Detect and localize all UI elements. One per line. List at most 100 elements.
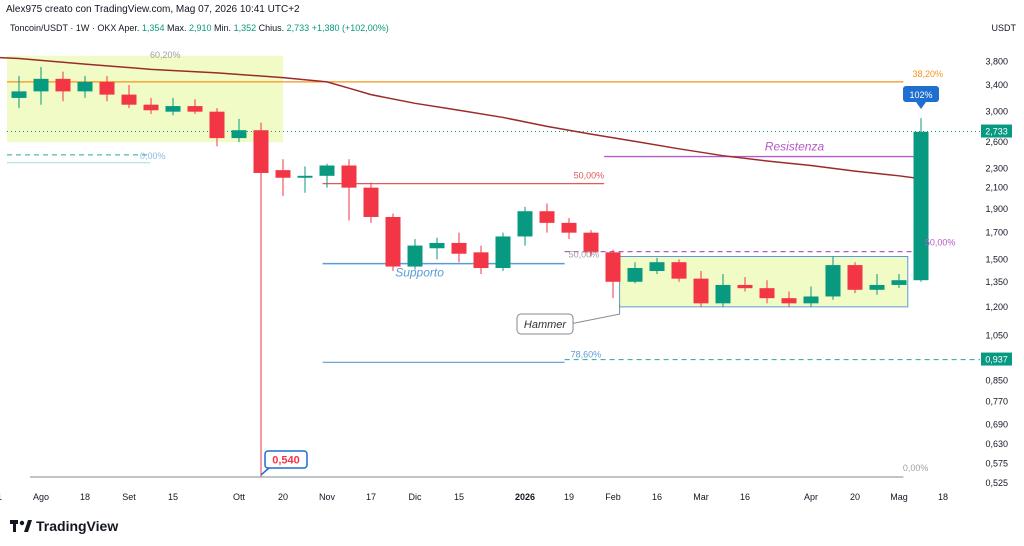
tradingview-logo-icon: [10, 520, 32, 532]
resistance-label: Resistenza: [765, 140, 825, 154]
candle-body: [341, 165, 357, 188]
candle-body: [451, 242, 467, 254]
ohlc-high-label: Max.: [166, 23, 187, 33]
highlight-zones: [7, 55, 909, 308]
candle-body: [429, 242, 445, 249]
ohlc-open-label: Aper.: [118, 23, 140, 33]
x-tick-label: Mar: [693, 492, 709, 502]
candle-1: [33, 67, 49, 105]
candles: [11, 67, 929, 477]
fib-50-label: 50,00%: [574, 171, 605, 181]
price-badge: [981, 124, 1012, 138]
y-tick-label: 0,525: [985, 478, 1008, 488]
candle-body: [891, 280, 907, 285]
candle-body: [737, 284, 753, 289]
fib-50-right-label: 50,00%: [925, 238, 956, 248]
ohlc-low: 1,352: [233, 23, 257, 33]
y-tick-label: 3,000: [985, 107, 1008, 117]
candle-7: [165, 97, 181, 116]
x-tick-label: 19: [564, 492, 574, 502]
candle-body: [495, 236, 511, 269]
candle-body: [187, 106, 203, 112]
candle-body: [715, 284, 731, 304]
candle-body: [803, 296, 819, 304]
x-tick-label: Mag: [890, 492, 908, 502]
candle-body: [671, 262, 687, 279]
candle-body: [693, 278, 709, 304]
candle-24: [539, 203, 555, 233]
candle-14: [319, 163, 335, 188]
candle-body: [385, 216, 401, 267]
pct-badge-box: [903, 86, 939, 102]
x-tick-label: 16: [652, 492, 662, 502]
ohlc-legend: Toncoin/USDT · 1W · OKX Aper. 1,354 Max.…: [10, 23, 389, 33]
candle-body: [363, 187, 379, 217]
fib-0-left-label: 0,00%: [140, 151, 166, 161]
candle-9: [209, 108, 225, 147]
chart-author-line: Alex975 creato con TradingView.com, Mag …: [6, 4, 300, 15]
x-tick-label: Ago: [33, 492, 49, 502]
ohlc-open: 1,354: [141, 23, 165, 33]
candle-body: [33, 78, 49, 92]
y-tick-label: 0,630: [985, 439, 1008, 449]
y-tick-label: 2,300: [985, 163, 1008, 173]
candle-body: [275, 170, 291, 178]
pct-badge-arrow: [916, 102, 926, 109]
x-tick-label: Ott: [233, 492, 246, 502]
candle-8: [187, 99, 203, 114]
candle-body: [297, 175, 313, 178]
y-tick-label: 1,900: [985, 204, 1008, 214]
candle-28: [627, 262, 643, 284]
candle-body: [121, 94, 137, 105]
zone-top-left: [7, 55, 283, 143]
tradingview-logo[interactable]: TradingView: [10, 518, 118, 534]
candle-10: [231, 118, 247, 143]
candle-body: [407, 245, 423, 267]
x-tick-label: 15: [454, 492, 464, 502]
candle-30: [671, 259, 687, 282]
hammer-label: Hammer: [524, 319, 568, 331]
y-tick-label: 0,850: [985, 375, 1008, 385]
candle-38: [847, 262, 863, 294]
candle-body: [847, 265, 863, 290]
candle-body: [517, 211, 533, 237]
x-tick-label: 18: [80, 492, 90, 502]
candle-35: [781, 291, 797, 307]
y-tick-label: 1,200: [985, 302, 1008, 312]
candle-37: [825, 256, 841, 300]
candle-17: [385, 213, 401, 272]
candle-26: [583, 230, 599, 257]
candle-23: [517, 206, 533, 246]
support-label: Supporto: [395, 266, 444, 280]
x-tick-label: 17: [366, 492, 376, 502]
candle-body: [209, 111, 225, 139]
candle-body: [759, 288, 775, 299]
x-tick-label: 20: [278, 492, 288, 502]
y-tick-label: 2,100: [985, 183, 1008, 193]
candle-body: [319, 165, 335, 176]
y-tick-label: 0,575: [985, 459, 1008, 469]
candle-39: [869, 274, 885, 295]
candle-body: [605, 252, 621, 282]
candle-19: [429, 237, 445, 260]
candle-body: [231, 130, 247, 139]
ma-line: [0, 56, 922, 180]
symbol-label[interactable]: Toncoin/USDT · 1W · OKX: [10, 23, 117, 33]
tradingview-logo-text: TradingView: [36, 518, 119, 534]
price-badge: [981, 352, 1012, 366]
candle-33: [737, 277, 753, 292]
candle-body: [165, 106, 181, 112]
moving-average: [0, 56, 922, 180]
candle-body: [99, 81, 115, 95]
candle-34: [759, 280, 775, 304]
candle-5: [121, 85, 137, 109]
candle-29: [649, 257, 665, 275]
candle-21: [473, 245, 489, 275]
price-badge-label: 2,733: [985, 127, 1008, 137]
candle-body: [253, 130, 269, 173]
x-tick-label: Apr: [804, 492, 818, 502]
x-tick-label: 21: [0, 492, 2, 502]
candle-body: [77, 81, 93, 92]
candle-body: [583, 232, 599, 253]
